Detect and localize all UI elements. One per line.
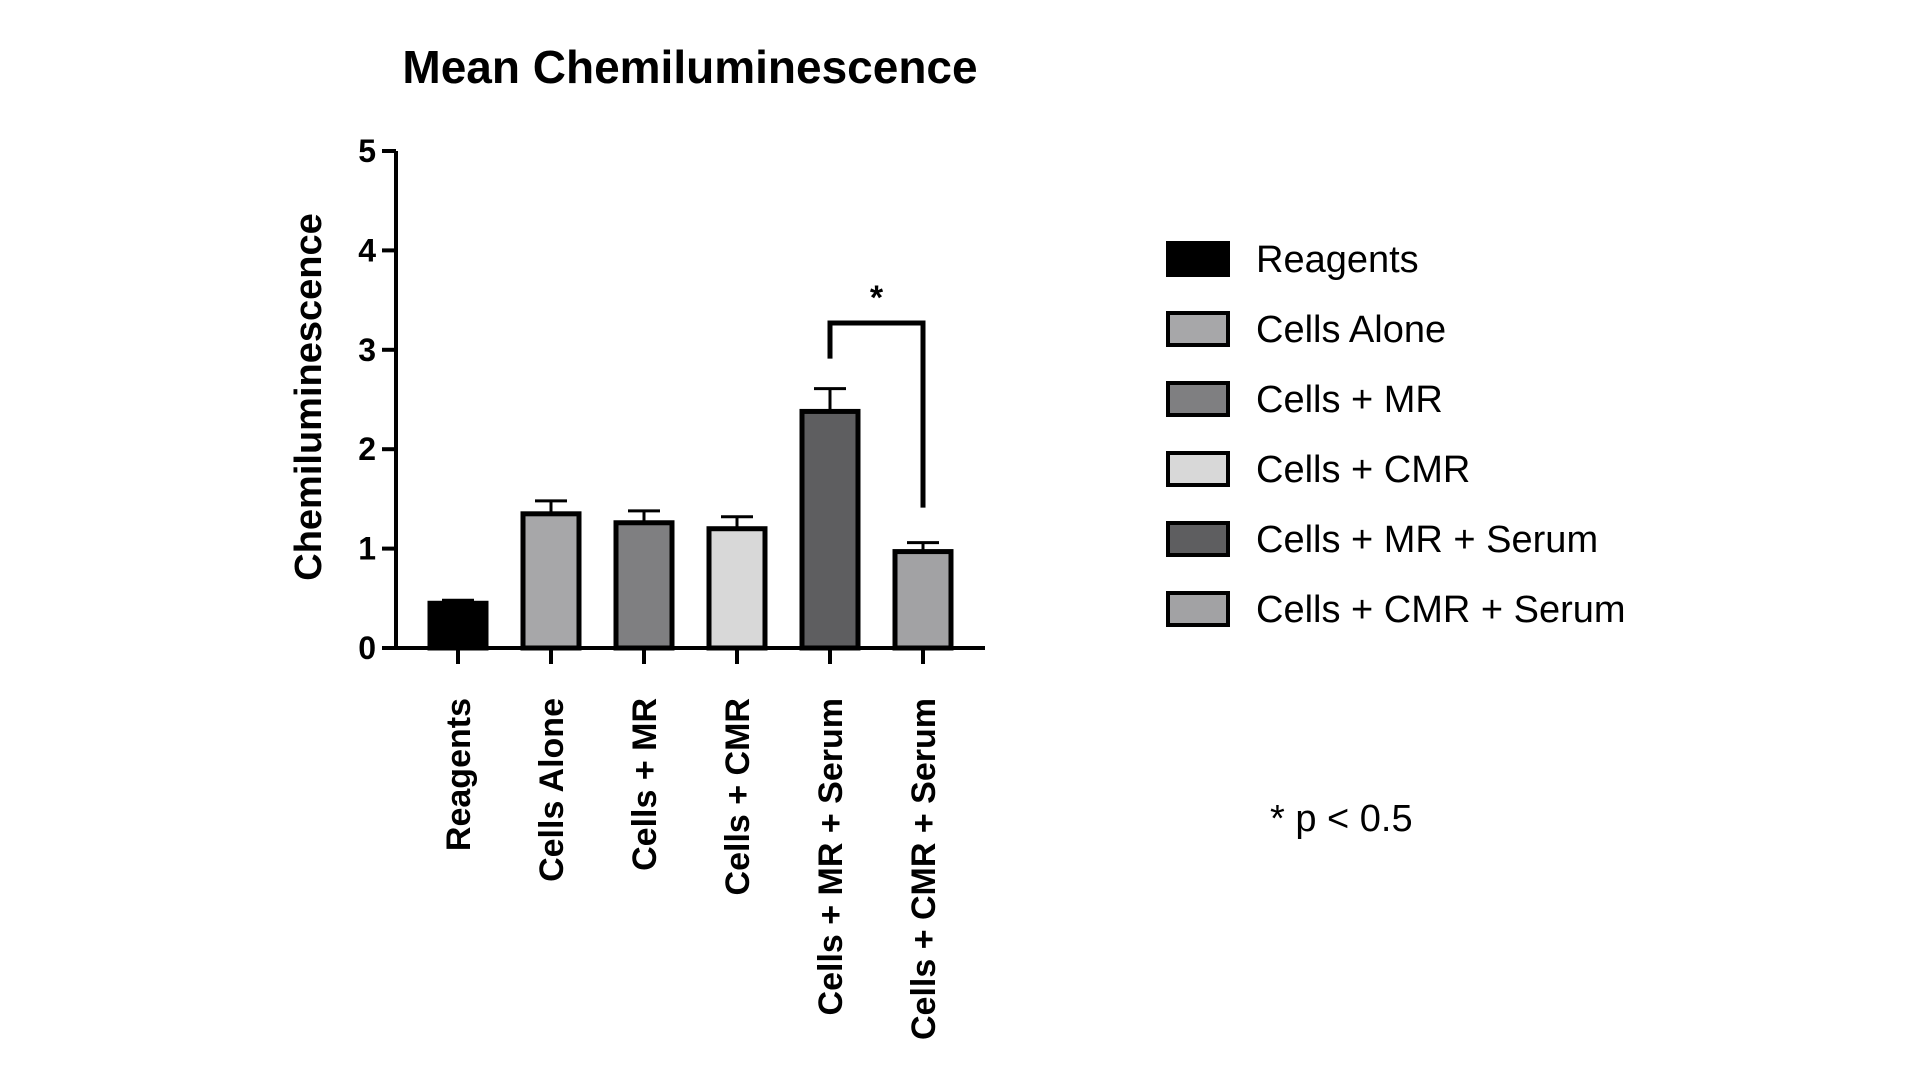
bar — [892, 549, 954, 651]
bar — [520, 511, 582, 651]
legend-swatch — [1166, 241, 1230, 277]
bars — [427, 387, 954, 651]
x-axis-categories: Reagents Cells Alone Cells + MR Cells + CMR… — [440, 648, 943, 1040]
significance-bracket-line — [827, 320, 926, 508]
legend-swatch — [1166, 521, 1230, 557]
y-tick-label: 0 — [358, 630, 376, 666]
y-tick-label: 1 — [358, 531, 376, 567]
x-tick-label: Cells + CMR + Serum — [905, 698, 943, 1040]
y-tick-label: 2 — [358, 431, 376, 467]
bar — [427, 600, 489, 651]
legend-label: Cells + MR + Serum — [1256, 519, 1598, 561]
legend-swatch — [1166, 311, 1230, 347]
legend-label: Reagents — [1256, 239, 1419, 281]
y-tick-label: 3 — [358, 332, 376, 368]
y-tick-label: 4 — [358, 232, 376, 268]
legend-label: Cells + MR — [1256, 379, 1443, 421]
significance-star: * — [870, 279, 884, 317]
significance-footnote: * p < 0.5 — [1270, 798, 1413, 840]
bar — [613, 520, 675, 651]
legend-label: Cells + CMR — [1256, 449, 1470, 491]
legend: Reagents Cells Alone Cells + MR Cells + CMR… — [1166, 239, 1626, 631]
x-tick-label: Reagents — [440, 698, 478, 851]
x-tick-label: Cells + CMR — [719, 698, 757, 895]
x-tick-label: Cells + MR — [626, 698, 664, 871]
legend-swatch — [1166, 451, 1230, 487]
significance-bracket: * — [827, 279, 926, 508]
bar — [706, 526, 768, 651]
axes: 0 1 2 3 4 5 — [358, 133, 985, 666]
legend-swatch — [1166, 381, 1230, 417]
bar — [799, 408, 861, 651]
legend-label: Cells + CMR + Serum — [1256, 589, 1626, 631]
x-tick-label: Cells Alone — [533, 698, 571, 882]
legend-swatch — [1166, 591, 1230, 627]
y-axis-label: Chemiluminescence — [288, 213, 330, 580]
y-tick-label: 5 — [358, 133, 376, 169]
chart-title: Mean Chemiluminescence — [402, 41, 977, 93]
x-tick-label: Cells + MR + Serum — [812, 698, 850, 1015]
legend-label: Cells Alone — [1256, 309, 1446, 351]
